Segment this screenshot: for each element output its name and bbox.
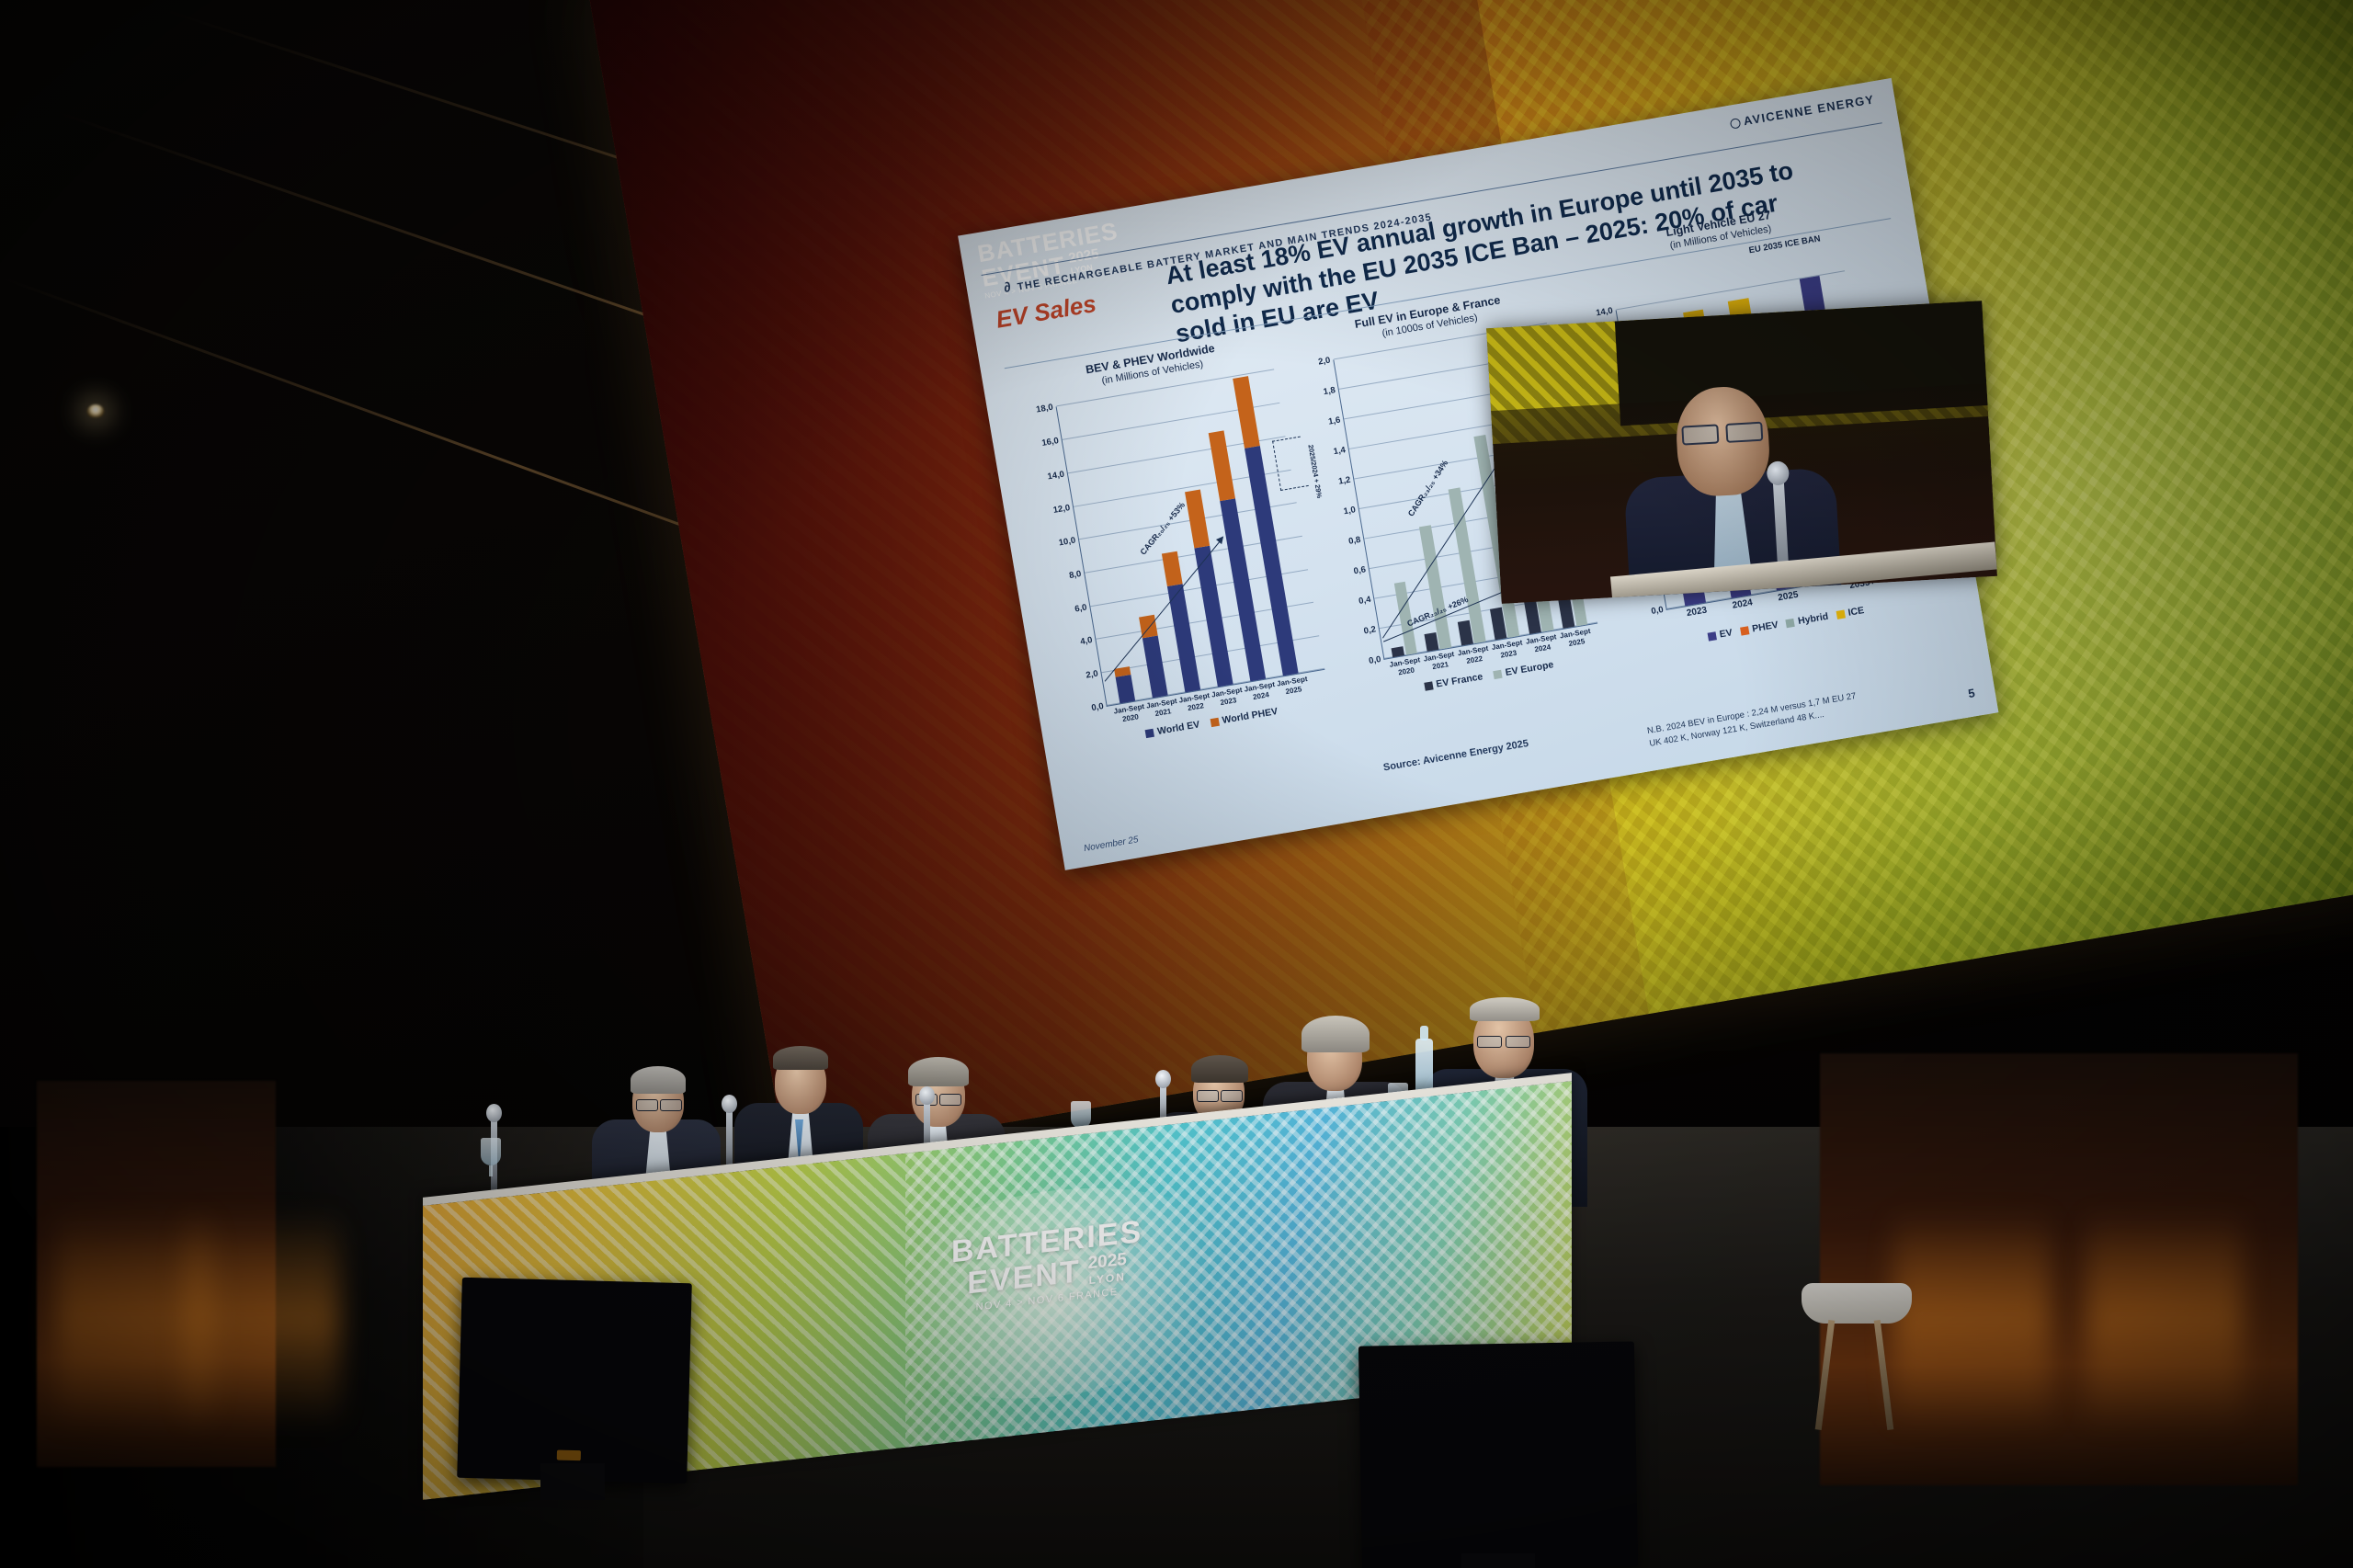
panelist-glasses: [1477, 1036, 1530, 1048]
panelist-hair: [631, 1066, 686, 1094]
panelist-glasses: [1197, 1090, 1243, 1102]
chair-seat: [1802, 1283, 1912, 1324]
chair-leg: [1873, 1320, 1894, 1430]
panelist-hair: [773, 1046, 828, 1070]
panelist-hair: [1302, 1016, 1370, 1052]
stage-light: [87, 404, 104, 417]
confidence-monitor: [1358, 1341, 1639, 1568]
water-glass: [481, 1138, 501, 1176]
monitor-stand: [540, 1463, 605, 1500]
panelist-hair: [1191, 1055, 1248, 1083]
chair-leg: [1814, 1320, 1836, 1430]
confidence-monitor: [457, 1277, 692, 1484]
panelist-hair: [1470, 997, 1540, 1021]
pip-speaker-glasses: [1681, 421, 1764, 446]
panelist-glasses: [636, 1099, 682, 1111]
stage-uplight-glow: [1893, 1210, 2050, 1430]
speaker-camera-feed: [1486, 301, 1997, 604]
monitor-stand: [1461, 1553, 1535, 1568]
monitor-brand-badge: [556, 1449, 582, 1461]
panelist-hair: [908, 1057, 969, 1086]
stage-uplight-glow: [2086, 1210, 2243, 1430]
stage-chair: [1802, 1283, 1912, 1430]
stage-uplight-glow: [184, 1210, 340, 1430]
